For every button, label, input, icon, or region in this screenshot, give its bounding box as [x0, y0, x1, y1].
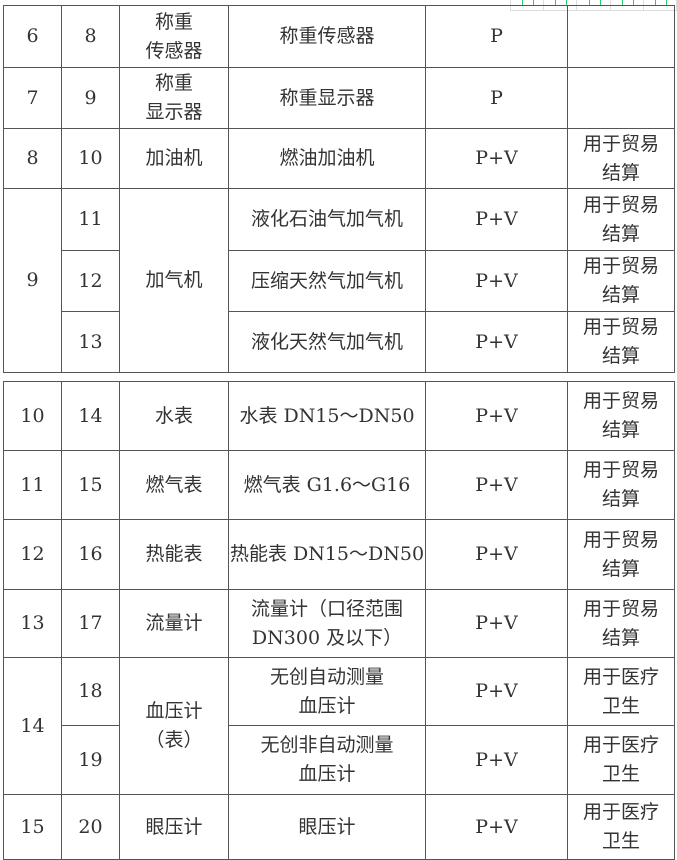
- cell-no: 15: [61, 450, 120, 520]
- table-row: 15 20 眼压计 眼压计 P+V 用于医疗 卫生: [3, 794, 675, 860]
- cell-cat: 称重 显示器: [119, 67, 229, 129]
- cell-note: [567, 67, 675, 129]
- cell-cat: 流量计: [119, 589, 229, 658]
- table-row: 8 10 加油机 燃油加油机 P+V 用于贸易 结算: [3, 128, 675, 189]
- cell-mode: P+V: [425, 519, 568, 590]
- cell-cat: 水表: [119, 381, 229, 451]
- cell-no: 9: [61, 67, 120, 129]
- cell-seq: 13: [3, 589, 62, 658]
- cell-name: 压缩天然气加气机: [228, 250, 426, 312]
- cell-name: 无创自动测量 血压计: [228, 657, 426, 726]
- cell-cat: 血压计 （表）: [119, 657, 229, 795]
- cell-seq: 8: [3, 128, 62, 189]
- cell-note: 用于医疗 卫生: [567, 794, 675, 860]
- table-row: 19 无创非自动测量 血压计 P+V 用于医疗 卫生: [4, 725, 675, 795]
- cell-note: 用于贸易 结算: [567, 188, 675, 251]
- cell-no: 10: [61, 128, 120, 189]
- table-row: 14 18 血压计 （表） 无创自动测量 血压计 P+V 用于医疗 卫生: [3, 657, 675, 795]
- cell-name: 燃油加油机: [228, 128, 426, 189]
- cell-mode: P+V: [425, 657, 568, 726]
- cell-mode: P+V: [425, 381, 568, 451]
- table-row: 13 17 流量计 流量计（口径范围 DN300 及以下） P+V 用于贸易 结算: [3, 589, 675, 658]
- cell-note: 用于贸易 结算: [567, 128, 675, 189]
- cell-no: 12: [61, 250, 120, 312]
- cell-mode: P+V: [425, 450, 568, 520]
- cell-seq: 6: [3, 5, 62, 68]
- cell-seq: 9: [3, 188, 62, 373]
- cell-mode: P+V: [425, 725, 568, 795]
- cell-seq: 15: [3, 794, 62, 860]
- cell-note: 用于医疗 卫生: [567, 725, 675, 795]
- cell-no: 14: [61, 381, 120, 451]
- cell-name: 无创非自动测量 血压计: [228, 725, 426, 795]
- cell-note: [567, 5, 675, 68]
- table-row: 9 11 加气机 液化石油气加气机 P+V 用于贸易 结算: [3, 188, 675, 373]
- cell-seq: 12: [3, 519, 62, 590]
- cell-name: 眼压计: [228, 794, 426, 860]
- cell-mode: P+V: [425, 311, 568, 373]
- cell-mode: P+V: [425, 250, 568, 312]
- cell-mode: P+V: [425, 188, 568, 251]
- cell-seq: 14: [3, 657, 62, 795]
- cell-cat: 加油机: [119, 128, 229, 189]
- table-row: 6 8 称重 传感器 称重传感器 P: [3, 5, 675, 68]
- table-row: 11 15 燃气表 燃气表 G1.6～G16 P+V 用于贸易 结算: [3, 450, 675, 520]
- cell-no: 19: [61, 725, 120, 795]
- cell-note: 用于贸易 结算: [567, 250, 675, 312]
- table-row: 13 液化天然气加气机 P+V 用于贸易 结算: [4, 311, 675, 373]
- table-row: 10 14 水表 水表 DN15～DN50 P+V 用于贸易 结算: [3, 381, 675, 451]
- cell-cat: 称重 传感器: [119, 5, 229, 68]
- cell-no: 20: [61, 794, 120, 860]
- cell-mode: P+V: [425, 589, 568, 658]
- cell-seq: 11: [3, 450, 62, 520]
- cell-note: 用于贸易 结算: [567, 450, 675, 520]
- cell-cat: 眼压计: [119, 794, 229, 860]
- cell-name: 称重传感器: [228, 5, 426, 68]
- cell-seq: 10: [3, 381, 62, 451]
- cell-no: 17: [61, 589, 120, 658]
- cell-name: 水表 DN15～DN50: [228, 381, 426, 451]
- cell-name: 液化石油气加气机: [228, 188, 426, 251]
- instrument-table-part-2: 10 14 水表 水表 DN15～DN50 P+V 用于贸易 结算 11 15 燃气表 燃气表 G…: [3, 381, 675, 860]
- cell-mode: P: [425, 67, 568, 129]
- instrument-table-part-1: 6 8 称重 传感器 称重传感器 P 7 9 称重 显示器 称重显示器 P 8 10 加油机 燃油加油机 P…: [3, 5, 675, 373]
- cell-mode: P: [425, 5, 568, 68]
- cell-name: 液化天然气加气机: [228, 311, 426, 373]
- cell-note: 用于贸易 结算: [567, 589, 675, 658]
- cell-note: 用于医疗 卫生: [567, 657, 675, 726]
- cell-no: 16: [61, 519, 120, 590]
- cell-cat: 热能表: [119, 519, 229, 590]
- table-row: 7 9 称重 显示器 称重显示器 P: [3, 67, 675, 129]
- cell-no: 8: [61, 5, 120, 68]
- cell-note: 用于贸易 结算: [567, 381, 675, 451]
- cell-no: 13: [61, 311, 120, 373]
- cell-mode: P+V: [425, 128, 568, 189]
- cell-note: 用于贸易 结算: [567, 311, 675, 373]
- cell-seq: 7: [3, 67, 62, 129]
- cell-name: 热能表 DN15～DN50: [228, 519, 426, 590]
- cell-note: 用于贸易 结算: [567, 519, 675, 590]
- cell-mode: P+V: [425, 794, 568, 860]
- cell-cat: 加气机: [119, 188, 229, 373]
- cell-cat: 燃气表: [119, 450, 229, 520]
- table-row: 12 16 热能表 热能表 DN15～DN50 P+V 用于贸易 结算: [3, 519, 675, 590]
- cell-no: 11: [61, 188, 120, 251]
- table-row: 12 压缩天然气加气机 P+V 用于贸易 结算: [4, 250, 675, 312]
- cell-name: 燃气表 G1.6～G16: [228, 450, 426, 520]
- cell-name: 流量计（口径范围 DN300 及以下）: [228, 589, 426, 658]
- cell-no: 18: [61, 657, 120, 726]
- cell-name: 称重显示器: [228, 67, 426, 129]
